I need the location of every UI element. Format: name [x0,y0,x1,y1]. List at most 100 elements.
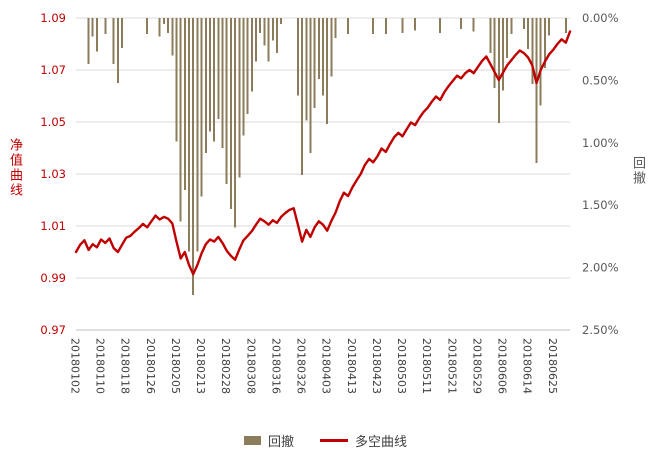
drawdown-bar [527,18,530,50]
drawdown-bar [95,18,98,52]
drawdown-bar [472,18,475,32]
x-axis-tick-label: 20180110 [94,338,107,394]
drawdown-bar [497,18,500,123]
left-axis-tick-label: 1.01 [40,219,66,233]
drawdown-bar [192,18,195,296]
drawdown-bar [506,18,509,58]
right-axis-tick-label: 1.00% [582,136,619,150]
drawdown-bar [188,18,190,252]
x-axis-tick-label: 20180213 [194,338,207,394]
drawdown-bar [104,18,107,35]
drawdown-bar [535,18,538,163]
legend-item-drawdown: 回撤 [243,431,294,450]
drawdown-bar [305,18,308,121]
drawdown-bar [271,18,274,41]
x-axis-tick-label: 20180625 [546,338,559,394]
right-axis-tick-label: 2.00% [582,261,619,275]
drawdown-bar [213,18,216,142]
drawdown-bar [250,18,253,92]
drawdown-bar [502,18,504,91]
drawdown-bar [522,18,525,30]
drawdown-bar [238,18,241,178]
left-axis-title: 净值曲线 [7,138,22,198]
x-axis-tick-label: 20180316 [269,338,282,394]
drawdown-bar [489,18,492,53]
drawdown-bar [326,18,329,125]
x-axis-tick-label: 20180606 [496,338,509,394]
drawdown-bar [171,18,174,56]
drawdown-bar [234,18,237,228]
x-axis-tick-label: 20180529 [470,338,483,394]
legend-item-nav-line: 多空曲线 [320,431,407,450]
drawdown-swatch [243,436,261,445]
drawdown-bar [275,18,278,53]
drawdown-bar [204,18,207,153]
drawdown-bar [162,18,165,25]
x-axis-tick-label: 20180403 [320,338,333,394]
drawdown-bar [175,18,178,142]
drawdown-bar [246,18,249,115]
drawdown-bar [401,18,404,33]
drawdown-bar [510,18,513,35]
drawdown-bar [167,18,170,33]
x-axis-tick-label: 20180423 [370,338,383,394]
drawdown-bar [543,18,546,68]
drawdown-bar [146,18,149,35]
chart-legend: 回撤 多空曲线 [0,431,651,450]
drawdown-bar [87,18,90,65]
drawdown-bar [322,18,324,96]
drawdown-bar [564,18,567,33]
left-axis-tick-label: 1.09 [40,11,66,25]
drawdown-bar [196,18,199,252]
x-axis-tick-label: 20180511 [420,338,433,394]
x-axis-tick-label: 20180308 [244,338,257,394]
x-axis-tick-label: 20180326 [295,338,308,394]
drawdown-bar [116,18,119,83]
x-axis-tick-label: 20180118 [119,338,132,394]
drawdown-bar [317,18,320,80]
drawdown-bar [548,18,551,36]
drawdown-bar [414,18,417,31]
drawdown-bar [539,18,542,106]
drawdown-series [87,18,567,296]
drawdown-bar [112,18,115,65]
right-axis-title: 回撤 [630,156,645,186]
drawdown-bar [91,18,94,37]
drawdown-bar [259,18,262,33]
x-axis-tick-label: 20180503 [395,338,408,394]
right-axis-tick-label: 2.50% [582,323,619,337]
drawdown-bar [225,18,228,184]
legend-label-nav-line: 多空曲线 [355,435,408,450]
x-axis-tick-label: 20180228 [219,338,232,394]
right-axis-tick-label: 0.50% [582,73,619,87]
drawdown-bar [255,18,257,62]
drawdown-bar [309,18,312,153]
left-axis-tick-label: 0.99 [40,271,66,285]
right-axis-tick-label: 0.00% [582,11,619,25]
left-axis-tick-label: 1.05 [40,115,66,129]
x-axis-tick-label: 20180614 [521,338,534,394]
drawdown-bar [280,18,283,25]
right-axis-tick-label: 1.50% [582,198,619,212]
nav-line-swatch [320,439,348,442]
drawdown-bar [121,18,124,48]
drawdown-bar [372,18,375,35]
drawdown-bar [221,18,224,148]
left-axis-tick-label: 0.97 [40,323,66,337]
x-axis-tick-label: 20180521 [445,338,458,394]
drawdown-bar [313,18,316,108]
net-value-line [74,30,572,276]
drawdown-bar [183,18,186,191]
x-axis-tick-label: 20180102 [69,338,82,394]
x-axis-tick-label: 20180126 [144,338,157,394]
x-axis-tick-label: 20180413 [345,338,358,394]
drawdown-bar [493,18,496,88]
drawdown-bar [209,18,211,132]
legend-label-drawdown: 回撤 [267,435,294,450]
drawdown-bar [296,18,299,96]
drawdown-bar [384,18,387,35]
drawdown-bar [229,18,232,209]
drawdown-bar [334,18,337,38]
